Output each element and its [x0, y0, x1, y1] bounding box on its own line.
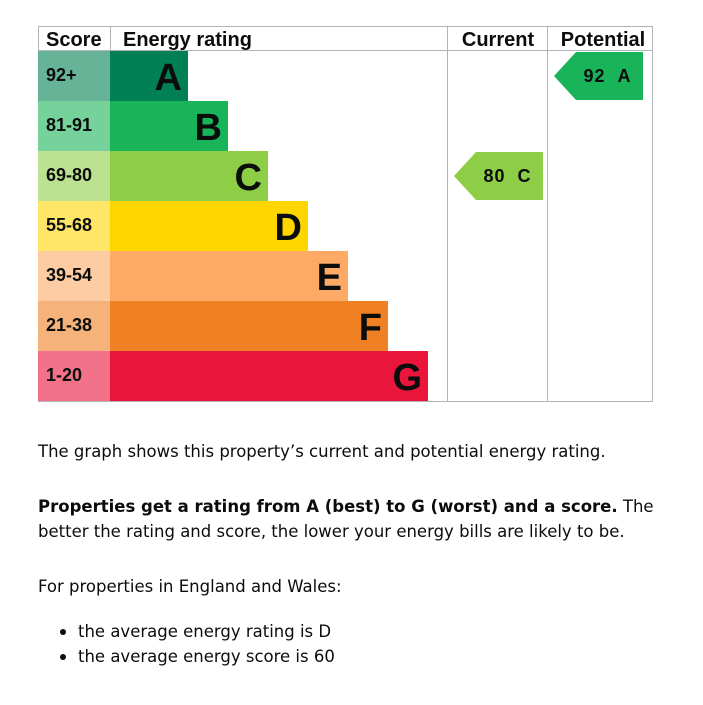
header-current: Current — [462, 29, 535, 51]
header-score: Score — [46, 29, 102, 51]
rating-arrows: 80 C 92 A — [454, 52, 643, 200]
band-letter-e: E — [317, 257, 342, 299]
score-cell-g — [38, 351, 110, 401]
score-label-b: 81-91 — [46, 115, 92, 135]
current-rating-arrow — [454, 152, 543, 200]
header-potential: Potential — [561, 29, 645, 51]
rating-explanation-bold: Properties get a rating from A (best) to… — [38, 497, 618, 516]
band-bar-a — [110, 51, 188, 101]
average-rating-item: the average energy rating is D — [60, 619, 703, 644]
band-letter-a: A — [155, 57, 182, 99]
score-cell-f — [38, 301, 110, 351]
band-letter-g: G — [392, 357, 422, 399]
potential-rating-arrow — [554, 52, 643, 100]
band-bar-d — [110, 201, 308, 251]
score-cell-e — [38, 251, 110, 301]
band-bar-g — [110, 351, 428, 401]
band-bar-c — [110, 151, 268, 201]
score-cell-c — [38, 151, 110, 201]
score-label-a: 92+ — [46, 65, 77, 85]
band-letter-f: F — [359, 307, 382, 349]
chart-grid — [38, 26, 653, 402]
region-note: For properties in England and Wales: — [38, 577, 342, 596]
score-label-c: 69-80 — [46, 165, 92, 185]
score-label-g: 1-20 — [46, 365, 82, 385]
score-cell-a — [38, 51, 110, 101]
chart-description: The graph shows this property’s current … — [38, 442, 606, 461]
current-rating-label: 80 C — [483, 166, 531, 186]
score-cell-b — [38, 101, 110, 151]
score-label-d: 55-68 — [46, 215, 92, 235]
band-bar-b — [110, 101, 228, 151]
band-bar-e — [110, 251, 348, 301]
band-letter-b: B — [195, 107, 222, 149]
score-label-e: 39-54 — [46, 265, 92, 285]
score-cell-d — [38, 201, 110, 251]
average-score-item: the average energy score is 60 — [60, 644, 703, 669]
band-letter-c: C — [235, 157, 262, 199]
average-list: the average energy rating is D the avera… — [38, 619, 703, 669]
header-energy-rating: Energy rating — [123, 29, 252, 51]
band-letter-d: D — [275, 207, 302, 249]
potential-rating-label: 92 A — [583, 66, 631, 86]
score-label-f: 21-38 — [46, 315, 92, 335]
rating-bands: 92+ A 81-91 B 69-80 C 55-68 D 39-54 E 21-38 F 1-20 G — [38, 51, 428, 401]
rating-explanation-rest: The better the rating and score, the low… — [38, 497, 654, 541]
energy-rating-chart: 92+ A81-91 B69-80 C55-68 D39-54 E21-38 F1-20 G … — [38, 26, 653, 402]
band-bar-f — [110, 301, 388, 351]
rating-explanation: Properties get a rating from A (best) to… — [38, 494, 678, 544]
